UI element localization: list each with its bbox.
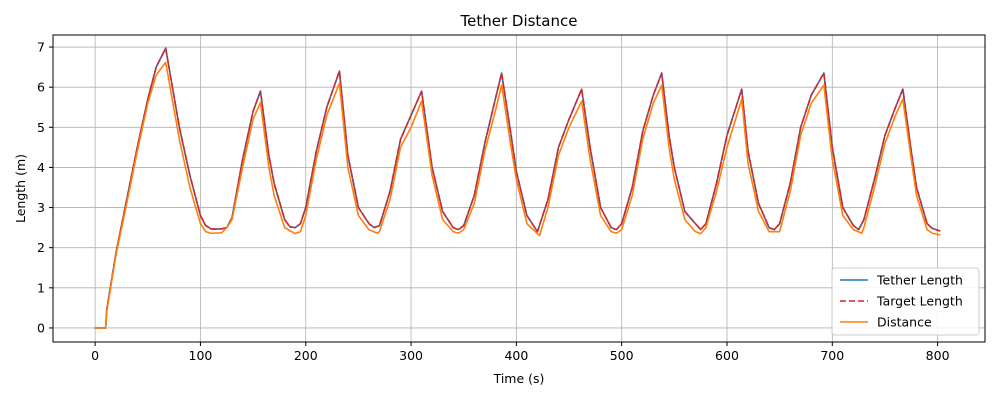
series-line-target-length <box>94 47 941 329</box>
x-tick-label: 400 <box>504 348 528 363</box>
legend-label: Target Length <box>876 294 963 309</box>
legend-label: Distance <box>877 315 932 330</box>
y-axis-label: Length (m) <box>13 154 28 223</box>
y-tick-label: 4 <box>37 160 45 175</box>
chart-title: Tether Distance <box>460 12 578 30</box>
y-tick-label: 5 <box>37 120 45 135</box>
x-tick-label: 800 <box>926 348 950 363</box>
plot-frame <box>52 34 986 343</box>
x-tick-label: 300 <box>399 348 423 363</box>
x-tick-label: 200 <box>294 348 318 363</box>
legend-label: Tether Length <box>876 273 963 288</box>
x-axis-label: Time (s) <box>493 371 545 386</box>
legend-box <box>831 267 980 336</box>
x-tick-label: 100 <box>189 348 213 363</box>
x-tick-label: 500 <box>610 348 634 363</box>
series-lines <box>94 47 941 329</box>
series-line-distance <box>94 61 941 329</box>
series-line-tether-length <box>94 47 941 329</box>
x-tick-label: 700 <box>820 348 844 363</box>
x-tick-label: 600 <box>715 348 739 363</box>
x-tick-label: 0 <box>91 348 99 363</box>
y-tick-label: 3 <box>37 200 45 215</box>
x-axis-ticks: 0 100 200 300 400 500 600 700 800 <box>91 342 950 363</box>
y-tick-label: 2 <box>37 240 45 255</box>
grid <box>53 35 985 342</box>
y-axis-ticks: 0 1 2 3 4 5 6 7 <box>37 40 53 335</box>
y-tick-label: 7 <box>37 40 45 55</box>
y-tick-label: 0 <box>37 320 45 335</box>
legend: Tether Length Target Length Distance <box>831 267 980 336</box>
y-tick-label: 6 <box>37 80 45 95</box>
y-tick-label: 1 <box>37 280 45 295</box>
